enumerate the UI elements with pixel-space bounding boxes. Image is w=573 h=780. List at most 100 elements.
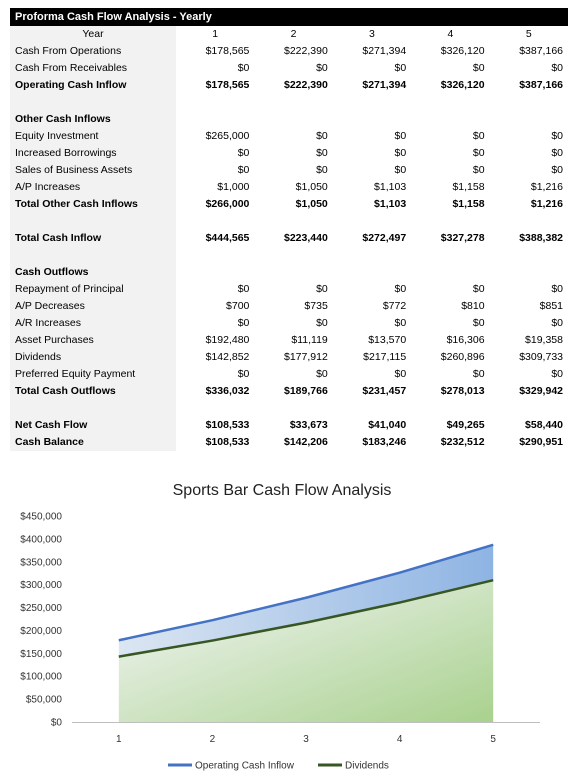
value-cell: $0 <box>472 283 485 295</box>
value-cell: $327,278 <box>440 232 485 244</box>
value-cell: $309,733 <box>519 351 563 363</box>
row-label: Cash From Operations <box>10 43 176 60</box>
value-cell: $272,497 <box>362 232 407 244</box>
table-row: Cash From Receivables $0 $0 $0 $0 $0 <box>10 60 568 77</box>
value-cell: $387,166 <box>519 79 563 91</box>
row-label: Preferred Equity Payment <box>10 366 176 383</box>
value-cell: $278,013 <box>440 385 485 397</box>
x-tick-label: 3 <box>303 734 309 745</box>
row-label: Total Cash Outflows <box>10 383 176 400</box>
value-cell: $0 <box>472 368 485 380</box>
value-cell: $1,103 <box>374 181 407 193</box>
x-tick-label: 2 <box>210 734 216 745</box>
y-tick-label: $200,000 <box>20 626 62 637</box>
value-cell: $41,040 <box>368 419 407 431</box>
value-cell: $0 <box>551 164 563 176</box>
row-label: Operating Cash Inflow <box>10 77 176 94</box>
value-cell: $326,120 <box>440 45 485 57</box>
x-tick-label: 4 <box>397 734 403 745</box>
table-row: A/R Increases $0 $0 $0 $0 $0 <box>10 315 568 332</box>
value-cell <box>176 247 254 264</box>
dividends-area <box>118 580 494 722</box>
value-cell: $1,103 <box>374 198 407 210</box>
value-cell: $0 <box>394 317 407 329</box>
value-cell: $1,050 <box>295 181 328 193</box>
value-cell: $11,119 <box>291 334 328 346</box>
value-cell <box>333 111 411 128</box>
value-cell: $0 <box>551 368 563 380</box>
value-cell: $177,912 <box>283 351 328 363</box>
y-tick-label: $100,000 <box>20 672 62 683</box>
value-cell: $0 <box>316 130 328 142</box>
row-label: Total Other Cash Inflows <box>10 196 176 213</box>
row-label <box>10 400 176 417</box>
value-cell: $13,570 <box>368 334 407 346</box>
value-cell <box>176 213 254 230</box>
row-label: Total Cash Inflow <box>10 230 176 247</box>
value-cell <box>411 111 489 128</box>
value-cell: $260,896 <box>440 351 485 363</box>
y-tick-label: $0 <box>51 718 63 729</box>
value-cell: $0 <box>316 283 328 295</box>
value-cell <box>254 400 332 417</box>
value-cell <box>333 247 411 264</box>
cash-flow-chart: Sports Bar Cash Flow Analysis $0$50,000$… <box>20 482 540 772</box>
value-cell: $222,390 <box>283 45 328 57</box>
value-cell: $0 <box>237 147 250 159</box>
value-cell: $16,306 <box>446 334 485 346</box>
value-cell: $108,533 <box>205 419 250 431</box>
row-label: Dividends <box>10 349 176 366</box>
value-cell: $189,766 <box>283 385 328 397</box>
value-cell <box>254 213 332 230</box>
row-label: Equity Investment <box>10 128 176 145</box>
value-cell: $1,216 <box>530 198 563 210</box>
value-cell: $108,533 <box>205 436 250 448</box>
value-cell <box>411 247 489 264</box>
table-row: Cash Balance $108,533 $142,206 $183,246 $232… <box>10 434 568 451</box>
value-cell: $178,565 <box>205 79 250 91</box>
table-row: A/P Decreases $700 $735 $772 $810 $851 <box>10 298 568 315</box>
cash-flow-table: Year 1 2 3 4 5 Cash From Operations $178,… <box>10 26 568 451</box>
value-cell <box>490 247 568 264</box>
spacer-row <box>10 213 568 230</box>
value-cell: $266,000 <box>205 198 250 210</box>
table-row: Increased Borrowings $0 $0 $0 $0 $0 <box>10 145 568 162</box>
value-cell: $735 <box>304 300 328 312</box>
table-row: Preferred Equity Payment $0 $0 $0 $0 $0 <box>10 366 568 383</box>
value-cell: $1,216 <box>530 181 563 193</box>
legend-label-dividends: Dividends <box>345 761 389 772</box>
value-cell: $0 <box>237 317 250 329</box>
value-cell: $0 <box>472 62 485 74</box>
row-label <box>10 94 176 111</box>
row-label: Cash From Receivables <box>10 60 176 77</box>
value-cell: $0 <box>551 62 563 74</box>
row-label: Cash Balance <box>10 434 176 451</box>
value-cell: $290,951 <box>519 436 563 448</box>
year-header-cell: 5 <box>525 28 532 40</box>
year-header-cell: 2 <box>290 28 297 40</box>
value-cell: $223,440 <box>283 232 328 244</box>
value-cell: $192,480 <box>205 334 250 346</box>
legend-label-operating-cash-inflow: Operating Cash Inflow <box>195 761 295 772</box>
value-cell: $183,246 <box>362 436 407 448</box>
value-cell: $19,358 <box>525 334 563 346</box>
value-cell: $231,457 <box>362 385 407 397</box>
value-cell: $851 <box>539 300 563 312</box>
value-cell <box>490 213 568 230</box>
row-label: Cash Outflows <box>10 264 176 281</box>
value-cell: $49,265 <box>446 419 485 431</box>
y-tick-label: $50,000 <box>26 695 63 706</box>
value-cell: $0 <box>472 317 485 329</box>
value-cell: $336,032 <box>205 385 250 397</box>
value-cell: $1,000 <box>217 181 250 193</box>
row-label: Increased Borrowings <box>10 145 176 162</box>
value-cell: $178,565 <box>205 45 250 57</box>
y-tick-label: $400,000 <box>20 534 62 545</box>
value-cell: $0 <box>551 317 563 329</box>
value-cell <box>176 400 254 417</box>
value-cell <box>333 400 411 417</box>
table-row: A/P Increases $1,000 $1,050 $1,103 $1,158 $1,… <box>10 179 568 196</box>
row-label: Repayment of Principal <box>10 281 176 298</box>
value-cell <box>490 400 568 417</box>
y-tick-label: $300,000 <box>20 580 62 591</box>
